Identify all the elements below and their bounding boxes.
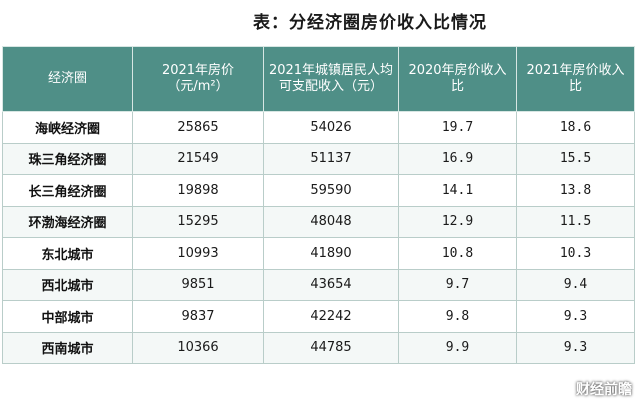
header-income-2021: 2021年城镇居民人均可支配收入（元）: [263, 46, 399, 112]
cell-ratio-2020: 9.8: [398, 300, 517, 333]
cell-ratio-2021: 9.3: [516, 331, 635, 364]
table-row: 东北城市 10993 41890 10.8 10.3: [2, 237, 635, 270]
header-row: 经济圈 2021年房价（元/m²） 2021年城镇居民人均可支配收入（元） 20…: [2, 46, 635, 112]
cell-ratio-2020: 9.7: [398, 268, 517, 301]
table-row: 西北城市 9851 43654 9.7 9.4: [2, 268, 635, 301]
table-row: 西南城市 10366 44785 9.9 9.3: [2, 331, 635, 364]
table-row: 中部城市 9837 42242 9.8 9.3: [2, 300, 635, 333]
cell-price: 10993: [132, 237, 264, 270]
cell-region: 西南城市: [2, 331, 133, 364]
cell-income: 59590: [263, 174, 399, 207]
header-ratio-2021: 2021年房价收入比: [516, 46, 635, 112]
cell-ratio-2020: 9.9: [398, 331, 517, 364]
cell-income: 43654: [263, 268, 399, 301]
cell-ratio-2021: 18.6: [516, 111, 635, 144]
cell-income: 42242: [263, 300, 399, 333]
cell-ratio-2020: 16.9: [398, 142, 517, 175]
cell-income: 48048: [263, 205, 399, 238]
table-row: 环渤海经济圈 15295 48048 12.9 11.5: [2, 205, 635, 238]
cell-region: 西北城市: [2, 268, 133, 301]
cell-region: 东北城市: [2, 237, 133, 270]
cell-price: 15295: [132, 205, 264, 238]
cell-region: 长三角经济圈: [2, 174, 133, 207]
cell-ratio-2020: 10.8: [398, 237, 517, 270]
cell-ratio-2021: 10.3: [516, 237, 635, 270]
table-row: 珠三角经济圈 21549 51137 16.9 15.5: [2, 142, 635, 175]
watermark-text: 财经前瞻: [576, 382, 632, 398]
cell-ratio-2021: 13.8: [516, 174, 635, 207]
cell-price: 19898: [132, 174, 264, 207]
cell-region: 环渤海经济圈: [2, 205, 133, 238]
header-ratio-2020: 2020年房价收入比: [398, 46, 517, 112]
cell-region: 珠三角经济圈: [2, 142, 133, 175]
cell-region: 海峡经济圈: [2, 111, 133, 144]
table-row: 海峡经济圈 25865 54026 19.7 18.6: [2, 111, 635, 144]
cell-income: 44785: [263, 331, 399, 364]
cell-price: 21549: [132, 142, 264, 175]
price-income-table: 经济圈 2021年房价（元/m²） 2021年城镇居民人均可支配收入（元） 20…: [2, 46, 635, 364]
cell-price: 10366: [132, 331, 264, 364]
cell-ratio-2020: 19.7: [398, 111, 517, 144]
cell-region: 中部城市: [2, 300, 133, 333]
header-region: 经济圈: [2, 46, 133, 112]
cell-ratio-2020: 14.1: [398, 174, 517, 207]
header-price-2021: 2021年房价（元/m²）: [132, 46, 264, 112]
cell-ratio-2020: 12.9: [398, 205, 517, 238]
table-row: 长三角经济圈 19898 59590 14.1 13.8: [2, 174, 635, 207]
cell-income: 41890: [263, 237, 399, 270]
cell-ratio-2021: 11.5: [516, 205, 635, 238]
watermark: 财经前瞻: [558, 379, 632, 399]
cell-ratio-2021: 9.3: [516, 300, 635, 333]
cell-income: 51137: [263, 142, 399, 175]
cell-ratio-2021: 9.4: [516, 268, 635, 301]
table-title: 表：分经济圈房价收入比情况: [253, 13, 487, 33]
cell-income: 54026: [263, 111, 399, 144]
cell-price: 25865: [132, 111, 264, 144]
cell-price: 9851: [132, 268, 264, 301]
cell-price: 9837: [132, 300, 264, 333]
cell-ratio-2021: 15.5: [516, 142, 635, 175]
watermark-logo-icon: [558, 382, 572, 396]
